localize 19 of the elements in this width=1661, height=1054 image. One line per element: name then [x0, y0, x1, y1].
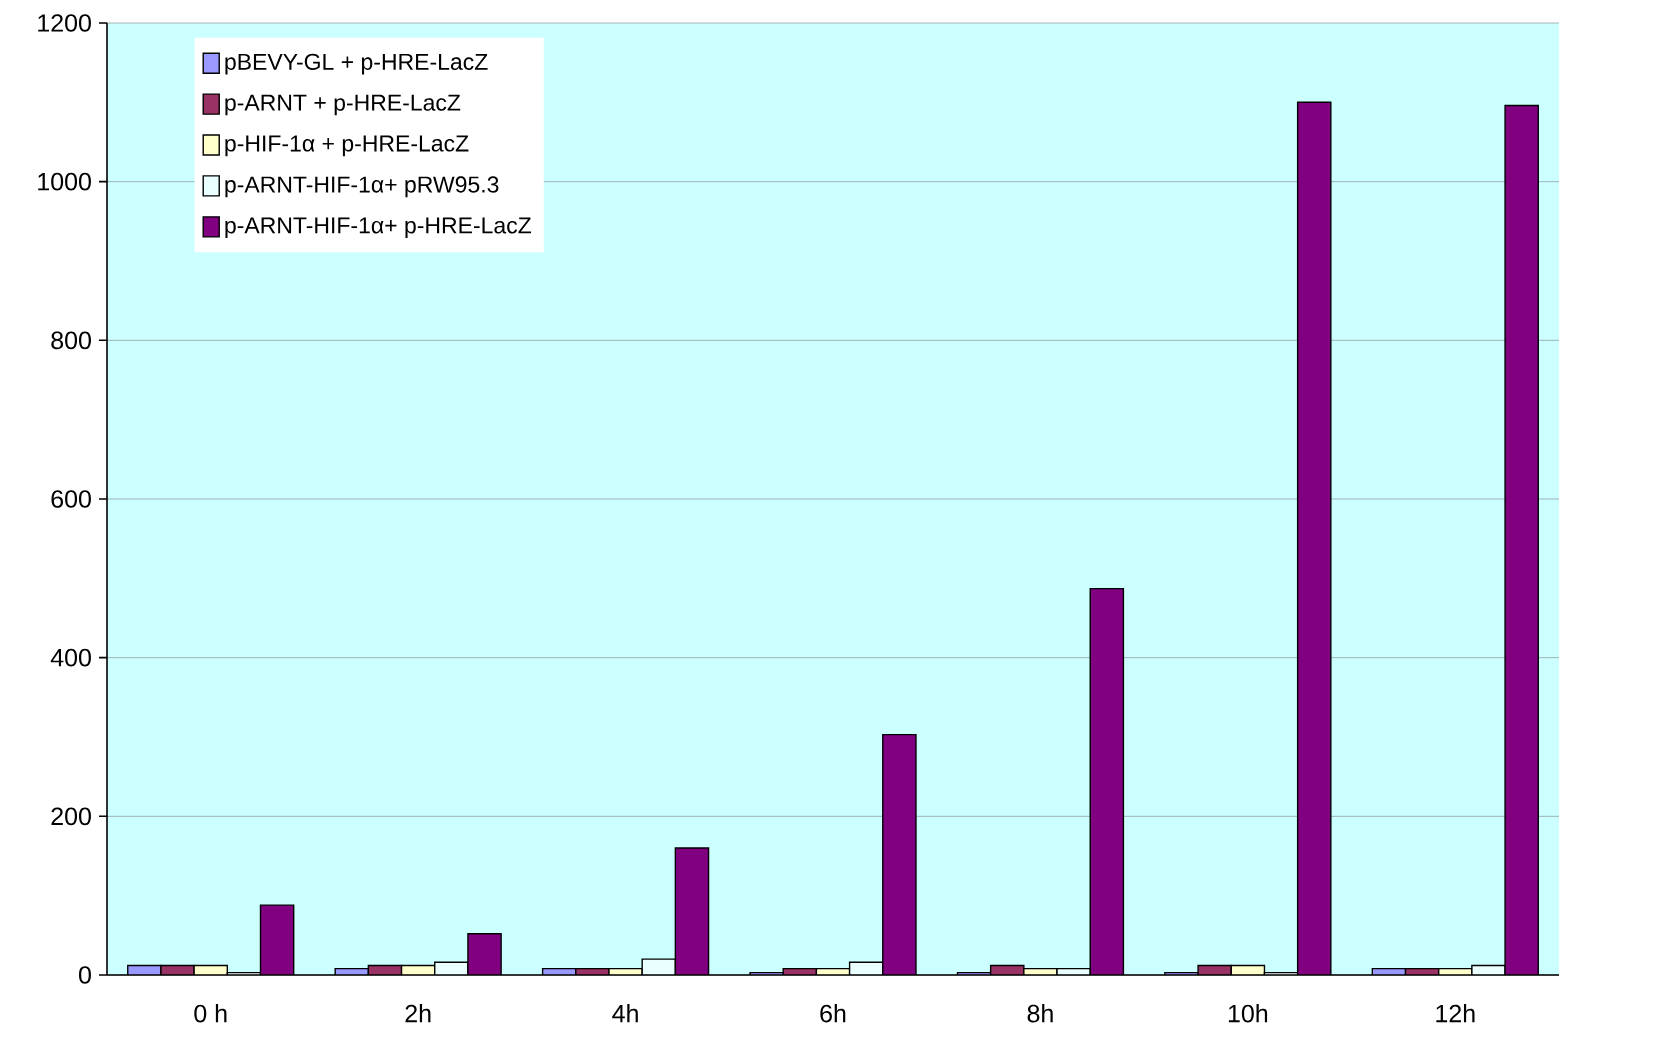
y-tick-label: 1200	[38, 14, 91, 32]
x-tick-label: 2h	[405, 1004, 431, 1023]
legend-label: p-ARNT-HIF-1α+ pRW95.3	[225, 176, 499, 198]
y-tick-label: 0	[79, 966, 91, 984]
legend-label: p-HIF-1α + p-HRE-LacZ	[225, 135, 469, 157]
y-tick-label: 1000	[38, 172, 91, 191]
x-tick-label: 10h	[1228, 1004, 1268, 1023]
y-tick-label: 600	[51, 490, 91, 508]
y-tick-label: 800	[51, 331, 91, 350]
y-tick-label: 400	[50, 648, 91, 667]
x-tick-label: 0 h	[194, 1004, 227, 1023]
legend-label: pBEVY-GL + p-HRE-LacZ	[225, 53, 488, 75]
x-tick-label: 6h	[820, 1004, 846, 1023]
legend-label: p-ARNT-HIF-1α+ p-HRE-LacZ	[225, 217, 532, 239]
x-tick-label: 4h	[612, 1004, 638, 1023]
y-tick-label: 200	[51, 807, 91, 826]
x-tick-label: 12h	[1436, 1004, 1475, 1023]
x-tick-label: 8h	[1027, 1004, 1053, 1023]
legend-label: p-ARNT + p-HRE-LacZ	[225, 94, 461, 116]
